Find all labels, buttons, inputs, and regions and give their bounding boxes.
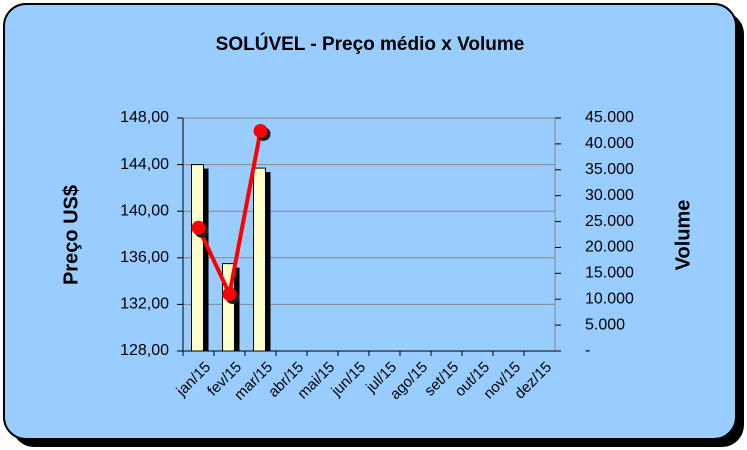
y2-tick-label: 15.000	[585, 265, 634, 282]
y-tick-label: 144,00	[120, 156, 169, 173]
y-tick-label: 148,00	[120, 109, 169, 126]
y-tick-label: 136,00	[120, 249, 169, 266]
marker	[222, 287, 237, 302]
y-tick-label: 132,00	[120, 296, 169, 313]
y-tick-label: 140,00	[120, 202, 169, 219]
marker	[191, 220, 206, 235]
marker	[253, 123, 268, 138]
y2-tick-label: 40.000	[585, 135, 634, 152]
y2-tick-label: 35.000	[585, 161, 634, 178]
y-tick-label: 128,00	[120, 342, 169, 359]
y2-tick-label: -	[585, 342, 590, 359]
y2-tick-label: 5.000	[585, 316, 625, 333]
bar	[253, 167, 266, 352]
y2-tick-label: 45.000	[585, 109, 634, 126]
y2-axis-title: Volume	[672, 200, 694, 271]
y2-tick-label: 30.000	[585, 187, 634, 204]
y2-tick-label: 25.000	[585, 213, 634, 230]
chart-title: SOLÚVEL - Preço médio x Volume	[216, 33, 525, 55]
plot-area	[182, 117, 556, 352]
y2-tick-label: 20.000	[585, 239, 634, 256]
y-axis-title: Preço US$	[60, 185, 82, 285]
y2-tick-label: 10.000	[585, 290, 634, 307]
bar	[191, 164, 204, 352]
